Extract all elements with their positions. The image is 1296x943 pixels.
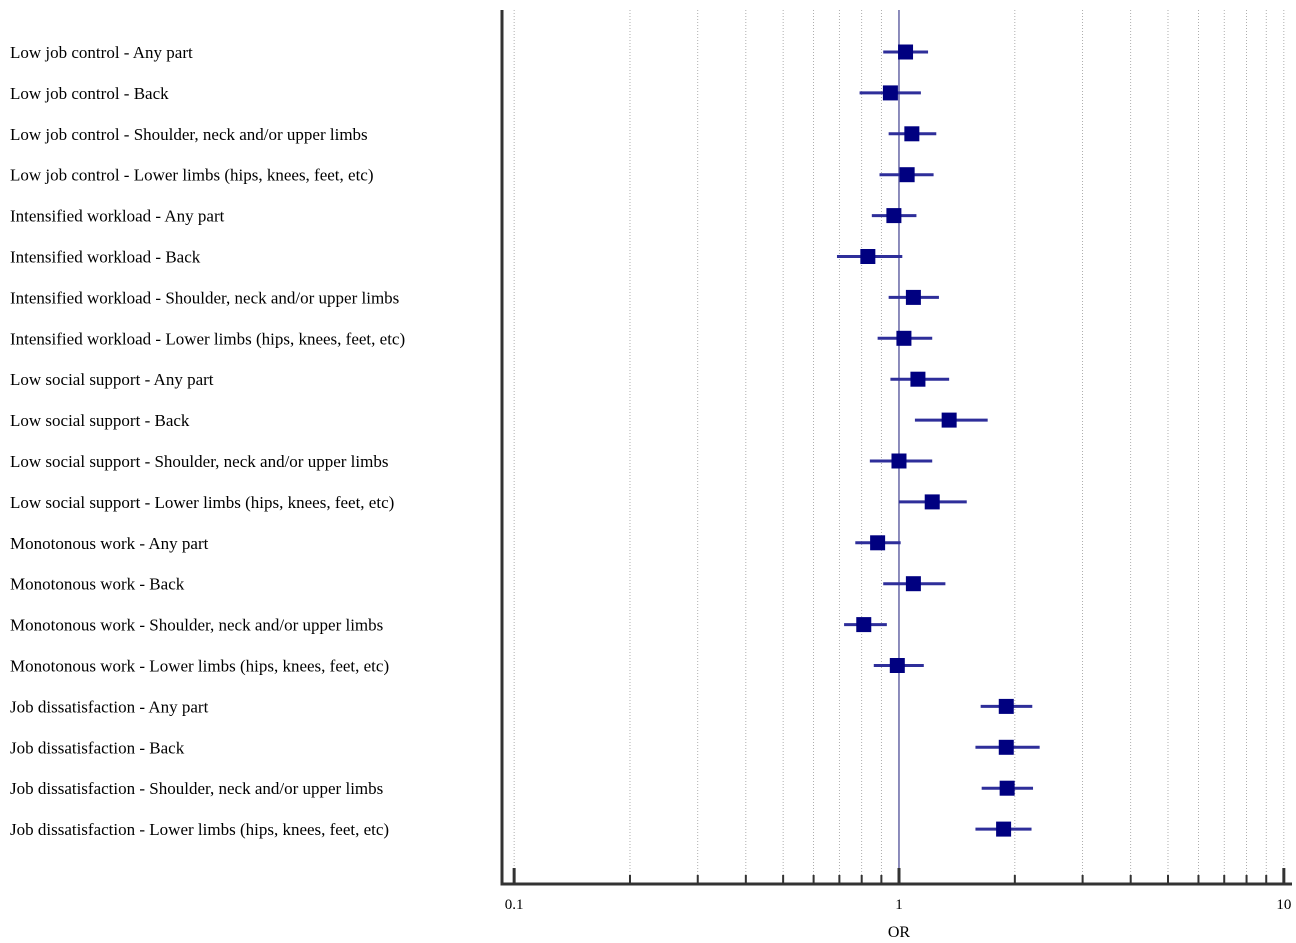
- row: Low job control - Any part: [10, 43, 929, 62]
- row: Intensified workload - Any part: [10, 207, 917, 226]
- row: Intensified workload - Lower limbs (hips…: [10, 329, 933, 348]
- row: Monotonous work - Lower limbs (hips, kne…: [10, 657, 924, 676]
- row-label: Intensified workload - Back: [10, 248, 201, 267]
- or-marker: [870, 535, 886, 551]
- or-marker: [898, 44, 914, 60]
- row-label: Low social support - Any part: [10, 370, 214, 389]
- row-label: Job dissatisfaction - Back: [10, 738, 185, 757]
- or-marker: [998, 698, 1014, 714]
- row: Low job control - Shoulder, neck and/or …: [10, 125, 937, 144]
- row-label: Low social support - Back: [10, 411, 190, 430]
- or-marker: [905, 289, 921, 305]
- or-marker: [889, 658, 905, 673]
- row-label: Low social support - Shoulder, neck and/…: [10, 452, 388, 471]
- or-marker: [905, 576, 921, 592]
- or-marker: [856, 617, 872, 633]
- data-rows: Low job control - Any part Low job contro…: [10, 43, 1040, 839]
- or-marker: [896, 330, 912, 346]
- row: Job dissatisfaction - Lower limbs (hips,…: [10, 820, 1032, 839]
- row-label: Job dissatisfaction - Shoulder, neck and…: [10, 779, 383, 798]
- or-marker: [882, 85, 898, 101]
- or-marker: [860, 249, 876, 264]
- row: Low social support - Any part: [10, 370, 950, 389]
- row-label: Low job control - Any part: [10, 43, 193, 62]
- row-label: Monotonous work - Shoulder, neck and/or …: [10, 616, 383, 635]
- x-tick-label: 0.1: [505, 897, 524, 913]
- row: Low social support - Back: [10, 411, 988, 430]
- row: Job dissatisfaction - Shoulder, neck and…: [10, 779, 1034, 798]
- x-axis-title: OR: [888, 924, 911, 941]
- row: Monotonous work - Any part: [10, 534, 901, 553]
- or-marker: [996, 821, 1012, 837]
- or-marker: [904, 126, 920, 142]
- row: Low social support - Lower limbs (hips, …: [10, 493, 967, 512]
- row: Monotonous work - Back: [10, 575, 946, 594]
- row: Intensified workload - Shoulder, neck an…: [10, 288, 939, 307]
- row: Low social support - Shoulder, neck and/…: [10, 452, 933, 471]
- or-marker: [886, 208, 902, 224]
- row: Intensified workload - Back: [10, 248, 903, 267]
- or-marker: [998, 739, 1014, 755]
- row-label: Intensified workload - Lower limbs (hips…: [10, 329, 405, 348]
- row: Monotonous work - Shoulder, neck and/or …: [10, 616, 887, 635]
- row: Low job control - Lower limbs (hips, kne…: [10, 166, 934, 185]
- row-label: Monotonous work - Any part: [10, 534, 209, 553]
- or-marker: [999, 780, 1015, 796]
- or-marker: [941, 412, 957, 428]
- or-marker: [891, 453, 907, 469]
- or-marker: [899, 167, 915, 183]
- row: Job dissatisfaction - Back: [10, 738, 1040, 757]
- row-label: Monotonous work - Lower limbs (hips, kne…: [10, 657, 389, 676]
- row-label: Low job control - Back: [10, 84, 169, 103]
- row-label: Job dissatisfaction - Lower limbs (hips,…: [10, 820, 389, 839]
- row-label: Intensified workload - Any part: [10, 207, 225, 226]
- x-tick-label: 1: [895, 897, 903, 913]
- row-label: Low job control - Lower limbs (hips, kne…: [10, 166, 374, 185]
- x-tick-label: 10: [1276, 897, 1291, 913]
- x-axis: 0.1 1 10: [500, 10, 1292, 913]
- row-label: Monotonous work - Back: [10, 575, 185, 594]
- or-marker: [910, 371, 926, 387]
- row: Low job control - Back: [10, 84, 921, 103]
- row-label: Intensified workload - Shoulder, neck an…: [10, 288, 399, 307]
- row-label: Low social support - Lower limbs (hips, …: [10, 493, 394, 512]
- row-label: Job dissatisfaction - Any part: [10, 697, 209, 716]
- row: Job dissatisfaction - Any part: [10, 697, 1033, 716]
- row-label: Low job control - Shoulder, neck and/or …: [10, 125, 368, 144]
- or-marker: [924, 494, 940, 510]
